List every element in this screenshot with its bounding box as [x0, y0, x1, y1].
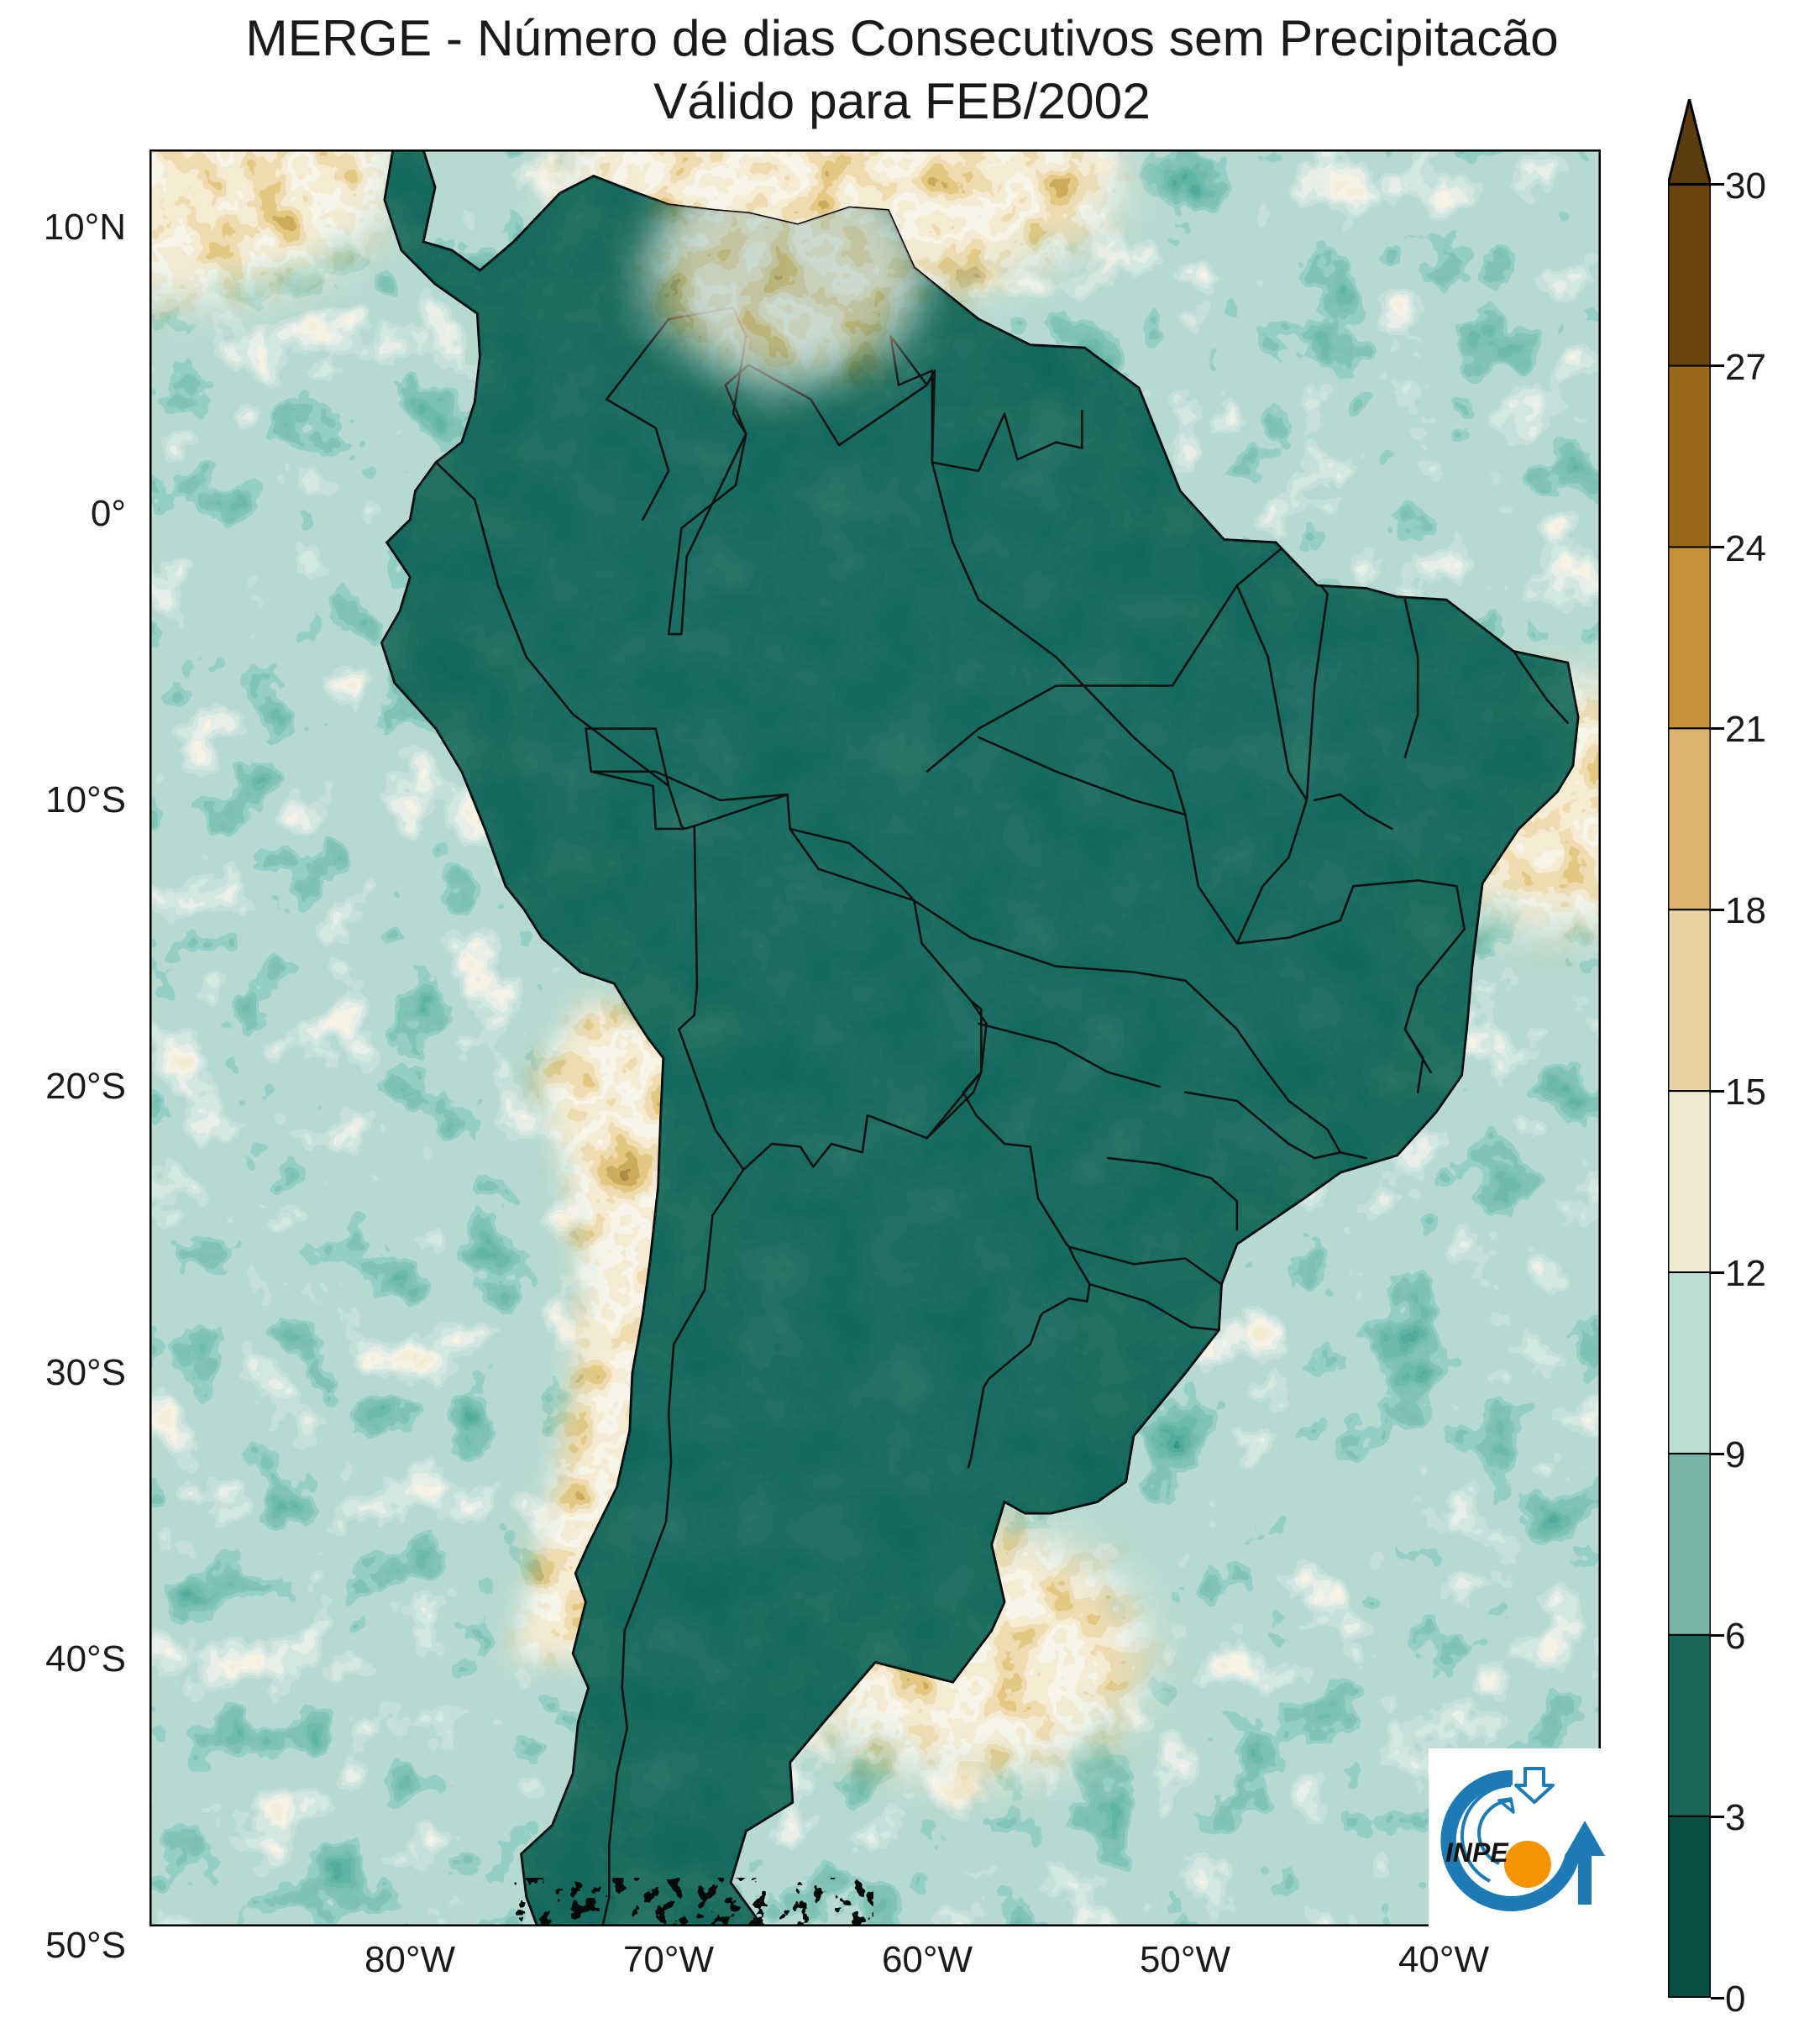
svg-text:INPE: INPE: [1445, 1837, 1509, 1868]
